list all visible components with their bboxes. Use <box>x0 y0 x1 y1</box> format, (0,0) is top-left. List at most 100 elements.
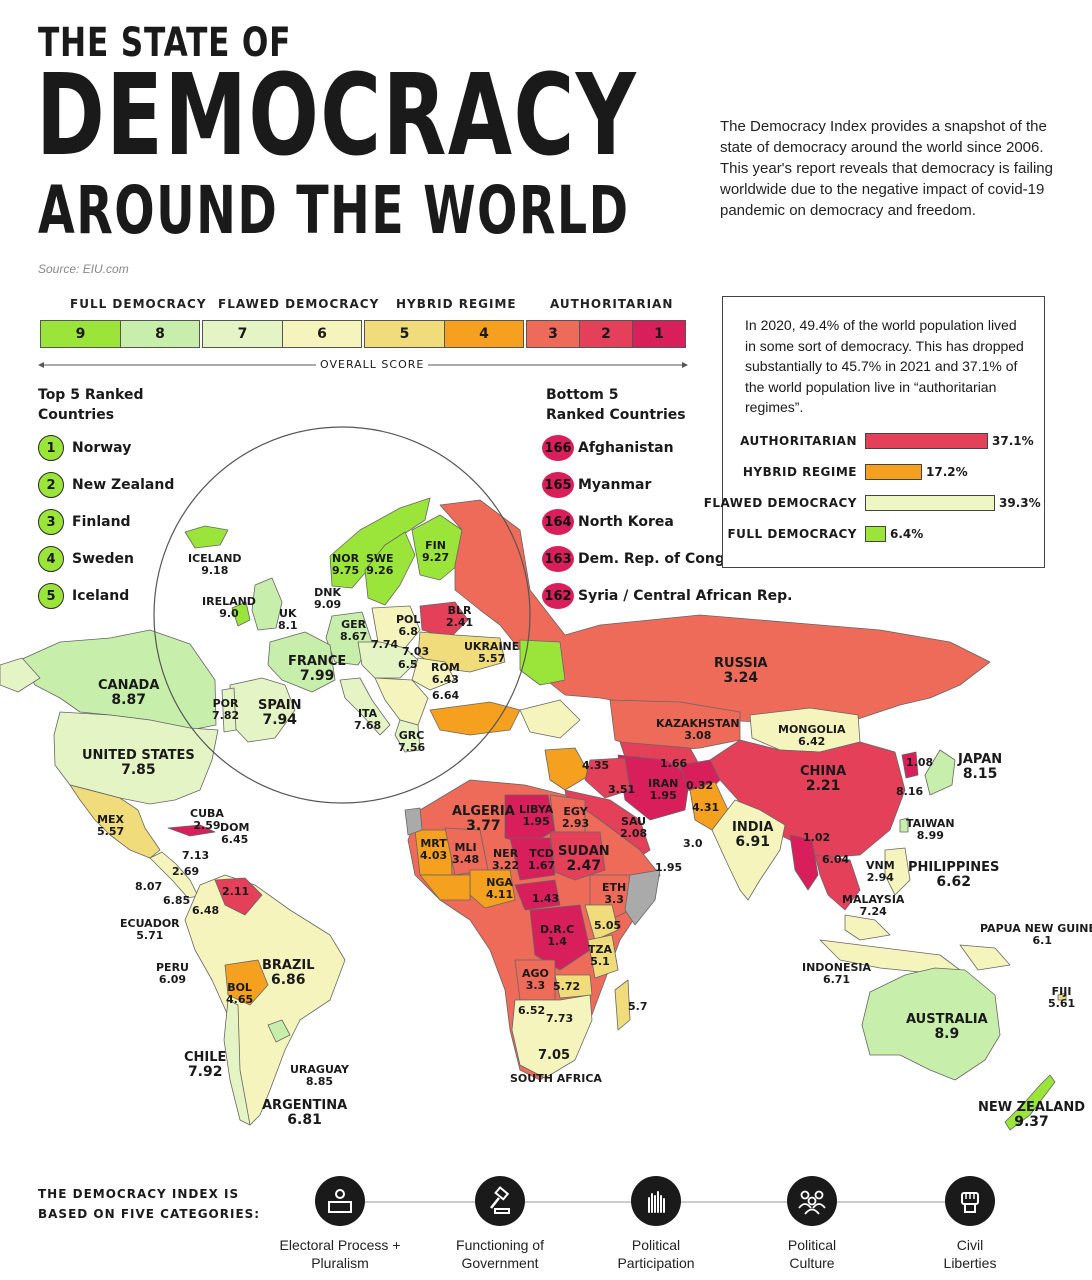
map-italy <box>339 677 391 736</box>
population-bar-label: HYBRID REGIME <box>742 465 857 479</box>
legend-score-4: 4 <box>444 320 524 348</box>
rank-badge: 165 <box>542 472 574 498</box>
map-east-africa <box>584 904 619 941</box>
label-italy: ITA 7.68 <box>354 707 382 732</box>
population-bar-value: 17.2% <box>926 465 968 479</box>
legend-score-2: 2 <box>579 320 633 348</box>
label-norway: NOR 9.75 <box>332 552 360 577</box>
map-chad <box>509 837 556 881</box>
label-romania: ROM 6.43 <box>431 661 460 686</box>
top5-item: 1 Norway <box>38 435 174 461</box>
label-spain: SPAIN 7.94 <box>258 698 302 728</box>
country-name: Syria / Central African Rep. <box>578 588 793 604</box>
map-usa <box>53 711 219 805</box>
label-435: 4.35 <box>582 759 610 772</box>
bottom5-item: 166 Afghanistan <box>542 435 793 461</box>
rank-badge: 166 <box>542 435 574 461</box>
category-label-line-1: Political <box>631 1237 681 1253</box>
category-label-line-2: Pluralism <box>311 1255 369 1271</box>
label-algeria: ALGERIA 3.77 <box>452 804 515 834</box>
map-india <box>711 799 786 901</box>
legend-group-flawed: FLAWED DEMOCRACY <box>218 297 380 311</box>
population-bar <box>865 526 886 542</box>
europe-zoom-circle <box>153 426 531 804</box>
ballot-box-icon <box>315 1176 365 1226</box>
category-label-line-1: Political <box>787 1237 837 1253</box>
country-name: Myanmar <box>578 477 652 493</box>
label-chile: CHILE 7.92 <box>184 1050 227 1080</box>
label-finland: FIN 9.27 <box>422 539 450 564</box>
label-703: 7.03 <box>402 645 430 658</box>
category-functioning: Functioning of Government <box>420 1176 580 1272</box>
map-new-zealand <box>1004 1074 1056 1131</box>
population-bar-label: AUTHORITARIAN <box>740 434 857 448</box>
label-chad: TCD 1.67 <box>528 847 556 872</box>
label-685: 6.85 <box>163 894 191 907</box>
label-57: 5.7 <box>628 1000 648 1013</box>
label-505: 5.05 <box>594 919 622 932</box>
label-niger: NER 3.22 <box>492 847 520 872</box>
label-brazil: BRAZIL 6.86 <box>262 958 315 988</box>
fist-icon <box>945 1176 995 1226</box>
label-705: 7.05 <box>538 1048 571 1063</box>
top5-title-line-2: Countries <box>38 407 115 423</box>
category-label-line-1: Electoral Process + <box>279 1237 401 1253</box>
label-malaysia: MALAYSIA 7.24 <box>842 893 905 918</box>
map-drc <box>529 904 591 971</box>
label-nigeria: NGA 4.11 <box>486 876 514 901</box>
rank-badge: 164 <box>542 509 574 535</box>
map-japan <box>924 749 956 796</box>
map-central-europe <box>357 641 419 679</box>
label-peru: PERU 6.09 <box>156 961 189 986</box>
population-bar-value: 6.4% <box>890 527 924 541</box>
label-indonesia: INDONESIA 6.71 <box>802 961 872 986</box>
map-western-sahara <box>404 807 423 836</box>
rank-badge: 1 <box>38 435 64 461</box>
bottom5-item: 165 Myanmar <box>542 472 793 498</box>
label-drc: D.R.C 1.4 <box>540 923 575 948</box>
population-bar <box>865 433 988 449</box>
map-greenland <box>238 535 300 585</box>
categories-title-line-2: BASED ON FIVE CATEGORIES: <box>38 1207 261 1221</box>
label-774: 7.74 <box>371 638 399 651</box>
overall-score-label: OVERALL SCORE <box>316 358 429 371</box>
label-mexico: MEX 5.57 <box>97 813 125 838</box>
map-venezuela <box>214 877 263 916</box>
label-poland: POL 6.8 <box>396 613 421 638</box>
gavel-icon <box>475 1176 525 1226</box>
category-civil-liberties: Civil Liberties <box>890 1176 1050 1272</box>
country-name: Norway <box>72 440 132 456</box>
map-korea <box>901 751 919 779</box>
map-chile <box>223 999 251 1126</box>
map-zambia <box>554 974 593 999</box>
map-myanmar <box>789 834 819 891</box>
label-sudan: SUDAN 2.47 <box>558 844 610 874</box>
bottom5-item: 162 Syria / Central African Rep. <box>542 583 793 609</box>
country-name: Dem. Rep. of Congo <box>578 551 735 567</box>
label-cuba: CUBA 2.59 <box>190 807 224 832</box>
label-new-zealand: NEW ZEALAND 9.37 <box>978 1100 1086 1130</box>
label-ireland: IRELAND 9.0 <box>202 595 256 620</box>
world-map <box>0 426 1067 1131</box>
label-807: 8.07 <box>135 880 163 893</box>
label-uruguay: URAGUAY 8.85 <box>290 1063 349 1088</box>
category-label-line-1: Functioning of <box>456 1237 544 1253</box>
label-iran: IRAN 1.95 <box>648 777 679 802</box>
population-bar-value: 39.3% <box>999 496 1041 510</box>
label-ukraine: UKRAINE 5.57 <box>464 640 520 665</box>
label-143: 1.43 <box>532 892 560 905</box>
label-russia: RUSSIA 3.24 <box>714 656 768 686</box>
label-tanzania: TZA 5.1 <box>588 943 612 968</box>
map-alaska <box>0 657 41 693</box>
top5-title-line-1: Top 5 Ranked <box>38 387 144 403</box>
map-south-america <box>184 874 346 1126</box>
map-malaysia <box>844 914 891 941</box>
map-cuba <box>167 824 216 837</box>
rank-badge: 2 <box>38 472 64 498</box>
source-note: Source: EIU.com <box>38 262 129 276</box>
label-648: 6.48 <box>192 904 220 917</box>
label-mongolia: MONGOLIA 6.42 <box>778 723 846 748</box>
population-bar-label: FULL DEMOCRACY <box>727 527 857 541</box>
label-195: 1.95 <box>655 861 683 874</box>
label-philippines: PHILIPPINES 6.62 <box>908 860 1000 890</box>
